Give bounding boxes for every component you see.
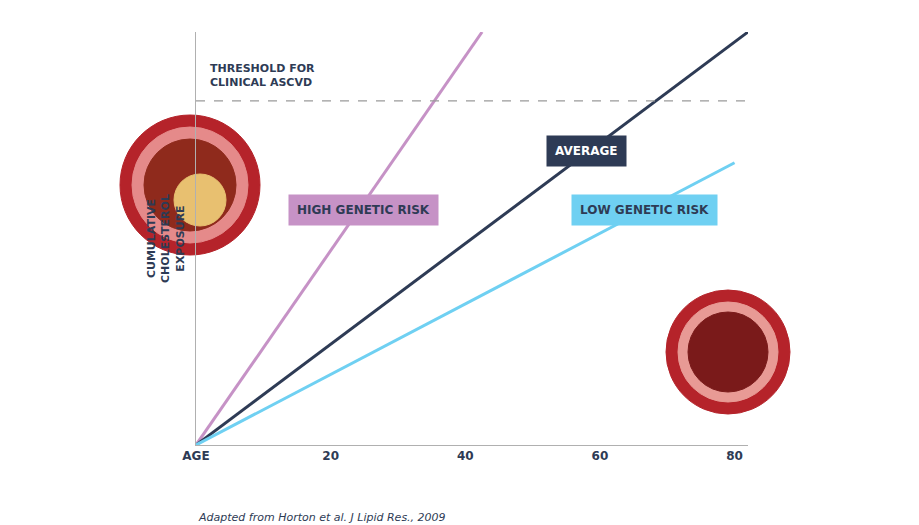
svg-text:AVERAGE: AVERAGE: [555, 144, 618, 158]
svg-text:AGE: AGE: [182, 449, 209, 463]
svg-text:20: 20: [322, 449, 339, 463]
svg-text:60: 60: [592, 449, 609, 463]
svg-text:CUMULATIVECHOLESTEROLEXPOSURE: CUMULATIVECHOLESTEROLEXPOSURE: [145, 194, 187, 283]
svg-text:THRESHOLD FORCLINICAL ASCVD: THRESHOLD FORCLINICAL ASCVD: [210, 62, 315, 89]
svg-text:HIGH GENETIC RISK: HIGH GENETIC RISK: [297, 203, 430, 217]
svg-text:80: 80: [726, 449, 743, 463]
svg-text:LOW GENETIC RISK: LOW GENETIC RISK: [580, 203, 709, 217]
svg-text:Adapted from Horton et al. J L: Adapted from Horton et al. J Lipid Res.,…: [198, 511, 446, 524]
svg-text:40: 40: [457, 449, 474, 463]
